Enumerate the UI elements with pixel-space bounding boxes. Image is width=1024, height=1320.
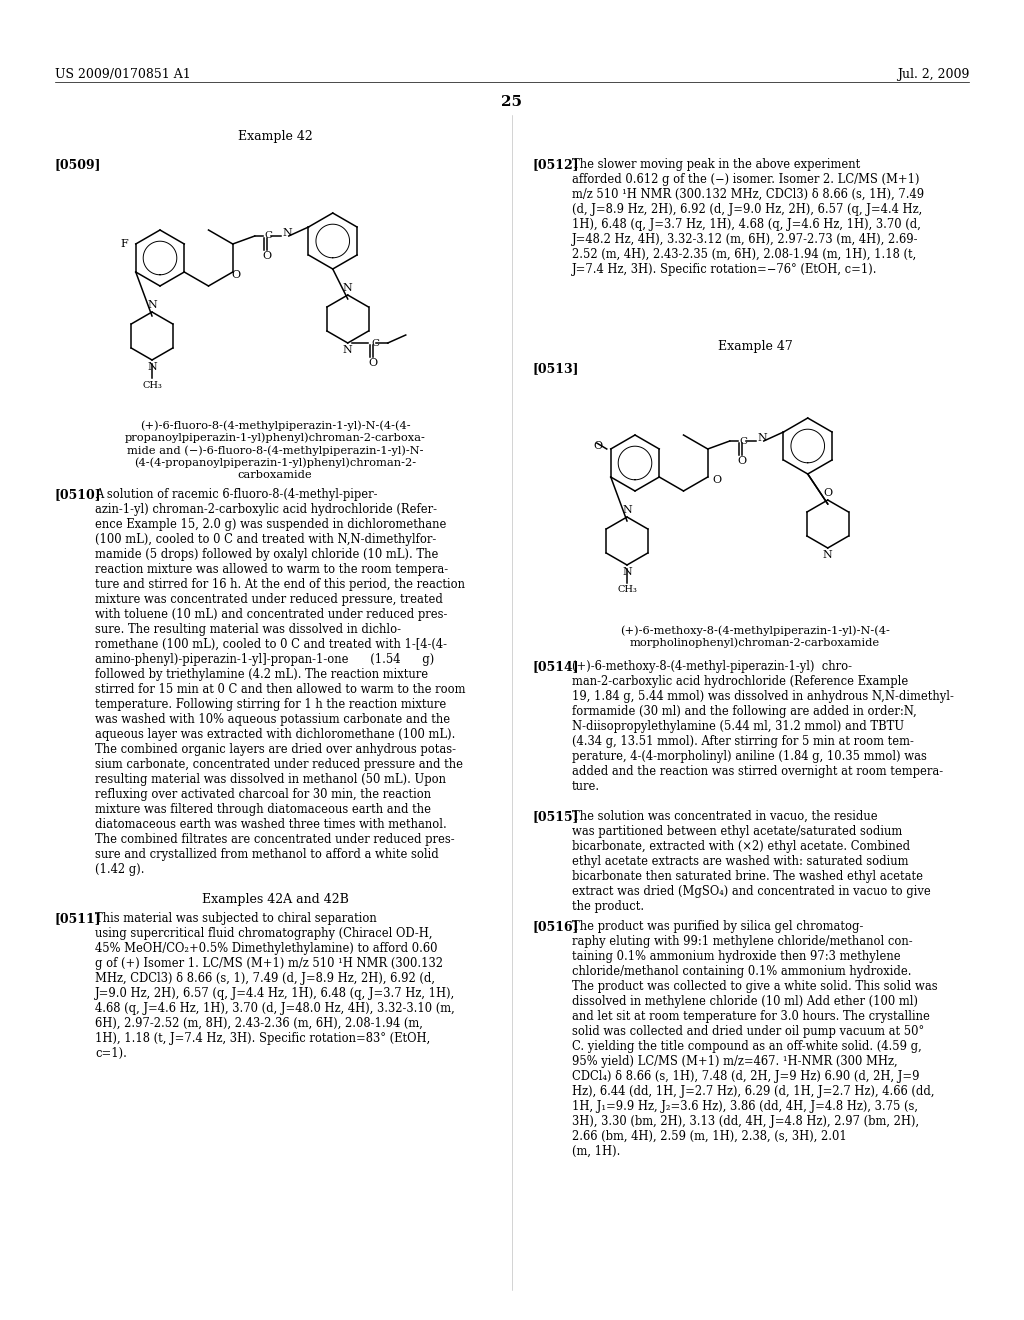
Text: Example 47: Example 47 xyxy=(718,341,793,352)
Text: propanoylpiperazin-1-yl)phenyl)chroman-2-carboxa-: propanoylpiperazin-1-yl)phenyl)chroman-2… xyxy=(125,433,425,444)
Text: N: N xyxy=(623,568,632,577)
Text: US 2009/0170851 A1: US 2009/0170851 A1 xyxy=(55,69,190,81)
Text: N: N xyxy=(823,550,833,560)
Text: CH₃: CH₃ xyxy=(617,586,637,594)
Text: N: N xyxy=(758,433,768,444)
Text: O: O xyxy=(594,441,603,451)
Text: (+)-6-methoxy-8-(4-methyl-piperazin-1-yl)  chro-
man-2-carboxylic acid hydrochlo: (+)-6-methoxy-8-(4-methyl-piperazin-1-yl… xyxy=(572,660,954,793)
Text: N: N xyxy=(147,300,157,310)
Text: [0511]: [0511] xyxy=(55,912,101,925)
Text: O: O xyxy=(369,358,377,368)
Text: A solution of racemic 6-fluoro-8-(4-methyl-piper-
azin-1-yl) chroman-2-carboxyli: A solution of racemic 6-fluoro-8-(4-meth… xyxy=(95,488,466,876)
Text: N: N xyxy=(623,506,632,515)
Text: O: O xyxy=(231,271,241,280)
Text: carboxamide: carboxamide xyxy=(238,470,312,480)
Text: [0512]: [0512] xyxy=(532,158,579,172)
Text: (+)-6-methoxy-8-(4-methylpiperazin-1-yl)-N-(4-: (+)-6-methoxy-8-(4-methylpiperazin-1-yl)… xyxy=(621,624,890,635)
Text: (+)-6-fluoro-8-(4-methylpiperazin-1-yl)-N-(4-(4-: (+)-6-fluoro-8-(4-methylpiperazin-1-yl)-… xyxy=(139,420,411,430)
Text: Jul. 2, 2009: Jul. 2, 2009 xyxy=(897,69,969,81)
Text: N: N xyxy=(283,228,293,238)
Text: C: C xyxy=(739,437,748,446)
Text: CH₃: CH₃ xyxy=(142,380,162,389)
Text: O: O xyxy=(737,455,746,466)
Text: [0513]: [0513] xyxy=(532,362,579,375)
Text: C: C xyxy=(372,338,380,347)
Text: mide and (−)-6-fluoro-8-(4-methylpiperazin-1-yl)-N-: mide and (−)-6-fluoro-8-(4-methylpiperaz… xyxy=(127,445,423,455)
Text: C: C xyxy=(265,231,272,240)
Text: F: F xyxy=(120,239,128,249)
Text: N: N xyxy=(147,362,157,372)
Text: The solution was concentrated in vacuo, the residue
was partitioned between ethy: The solution was concentrated in vacuo, … xyxy=(572,810,931,913)
Text: The slower moving peak in the above experiment
afforded 0.612 g of the (−) isome: The slower moving peak in the above expe… xyxy=(572,158,924,276)
Text: morpholinophenyl)chroman-2-carboxamide: morpholinophenyl)chroman-2-carboxamide xyxy=(630,638,880,648)
Text: N: N xyxy=(343,282,352,293)
Text: [0509]: [0509] xyxy=(55,158,101,172)
Text: Example 42: Example 42 xyxy=(238,129,312,143)
Text: O: O xyxy=(262,251,271,261)
Text: [0514]: [0514] xyxy=(532,660,579,673)
Text: 25: 25 xyxy=(502,95,522,110)
Text: The product was purified by silica gel chromatog-
raphy eluting with 99:1 methyl: The product was purified by silica gel c… xyxy=(572,920,938,1158)
Text: N: N xyxy=(343,345,352,355)
Text: (4-(4-propanoylpiperazin-1-yl)phenyl)chroman-2-: (4-(4-propanoylpiperazin-1-yl)phenyl)chr… xyxy=(134,458,416,469)
Text: O: O xyxy=(713,475,722,484)
Text: This material was subjected to chiral separation
using supercritical fluid chrom: This material was subjected to chiral se… xyxy=(95,912,456,1060)
Text: [0515]: [0515] xyxy=(532,810,579,822)
Text: [0516]: [0516] xyxy=(532,920,579,933)
Text: O: O xyxy=(823,488,833,498)
Text: [0510]: [0510] xyxy=(55,488,101,502)
Text: Examples 42A and 42B: Examples 42A and 42B xyxy=(202,894,348,906)
